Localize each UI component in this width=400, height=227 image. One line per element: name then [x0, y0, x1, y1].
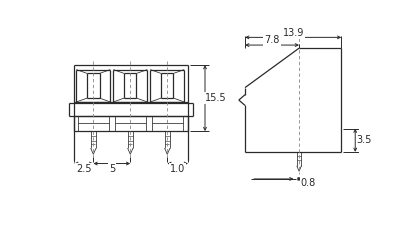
- Text: 13.9: 13.9: [282, 28, 304, 38]
- Text: 3.5: 3.5: [357, 135, 372, 145]
- Text: 15.5: 15.5: [205, 93, 226, 103]
- Text: 5: 5: [109, 164, 115, 174]
- Text: 7.8: 7.8: [264, 35, 280, 45]
- Text: 2.5: 2.5: [76, 164, 92, 174]
- Text: 0.8: 0.8: [301, 178, 316, 188]
- Text: 1.0: 1.0: [170, 164, 185, 174]
